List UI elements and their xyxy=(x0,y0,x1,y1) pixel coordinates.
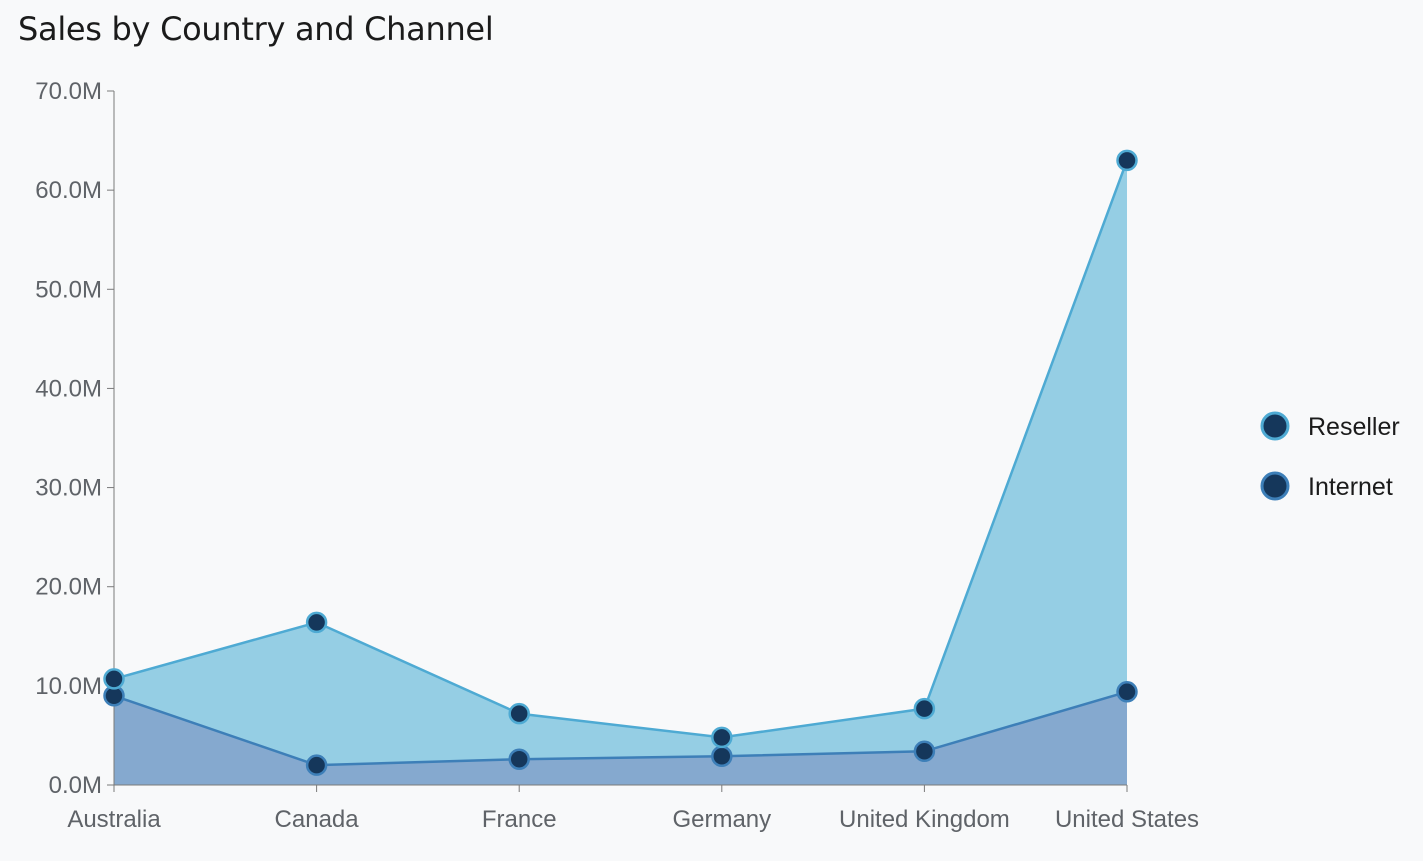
data-point-reseller[interactable] xyxy=(913,697,936,720)
y-tick-label: 60.0M xyxy=(35,177,102,204)
legend-label-reseller: Reseller xyxy=(1308,413,1400,441)
line-internet xyxy=(113,690,1128,767)
x-tick-label: United Kingdom xyxy=(839,806,1010,833)
x-tick-label: Germany xyxy=(672,806,771,833)
y-tick-label: 50.0M xyxy=(35,276,102,303)
legend-swatch-reseller xyxy=(1260,411,1290,441)
data-point-reseller[interactable] xyxy=(711,726,733,749)
y-tick-label: 30.0M xyxy=(35,475,102,502)
x-tick-label: Australia xyxy=(67,806,161,833)
x-tick-label: France xyxy=(482,806,557,833)
y-tick-label: 0.0M xyxy=(49,772,102,799)
legend-label-internet: Internet xyxy=(1308,473,1393,501)
data-point-reseller[interactable] xyxy=(103,668,125,690)
data-point-internet[interactable] xyxy=(508,748,530,770)
x-tick-label: Canada xyxy=(275,806,360,833)
chart-title: Sales by Country and Channel xyxy=(18,10,494,48)
data-point-reseller[interactable] xyxy=(305,611,328,634)
legend: Reseller Internet xyxy=(1260,411,1400,501)
data-point-reseller[interactable] xyxy=(508,702,530,725)
area-layers xyxy=(114,160,1127,785)
data-point-reseller[interactable] xyxy=(1116,149,1138,172)
y-tick-label: 20.0M xyxy=(35,574,102,601)
x-tick-label: United States xyxy=(1055,806,1199,833)
line-reseller xyxy=(113,159,1129,739)
legend-item-internet[interactable]: Internet xyxy=(1260,471,1393,501)
area-reseller xyxy=(114,160,1127,766)
data-point-internet[interactable] xyxy=(711,745,733,767)
data-point-internet[interactable] xyxy=(913,740,936,763)
y-tick-label: 40.0M xyxy=(35,375,102,402)
y-tick-label: 70.0M xyxy=(35,78,102,105)
y-tick-label: 10.0M xyxy=(35,673,102,700)
legend-swatch-internet xyxy=(1260,471,1290,501)
area-internet xyxy=(114,691,1127,785)
legend-item-reseller[interactable]: Reseller xyxy=(1260,411,1400,441)
data-point-internet[interactable] xyxy=(1116,681,1138,703)
data-point-internet[interactable] xyxy=(305,754,328,776)
